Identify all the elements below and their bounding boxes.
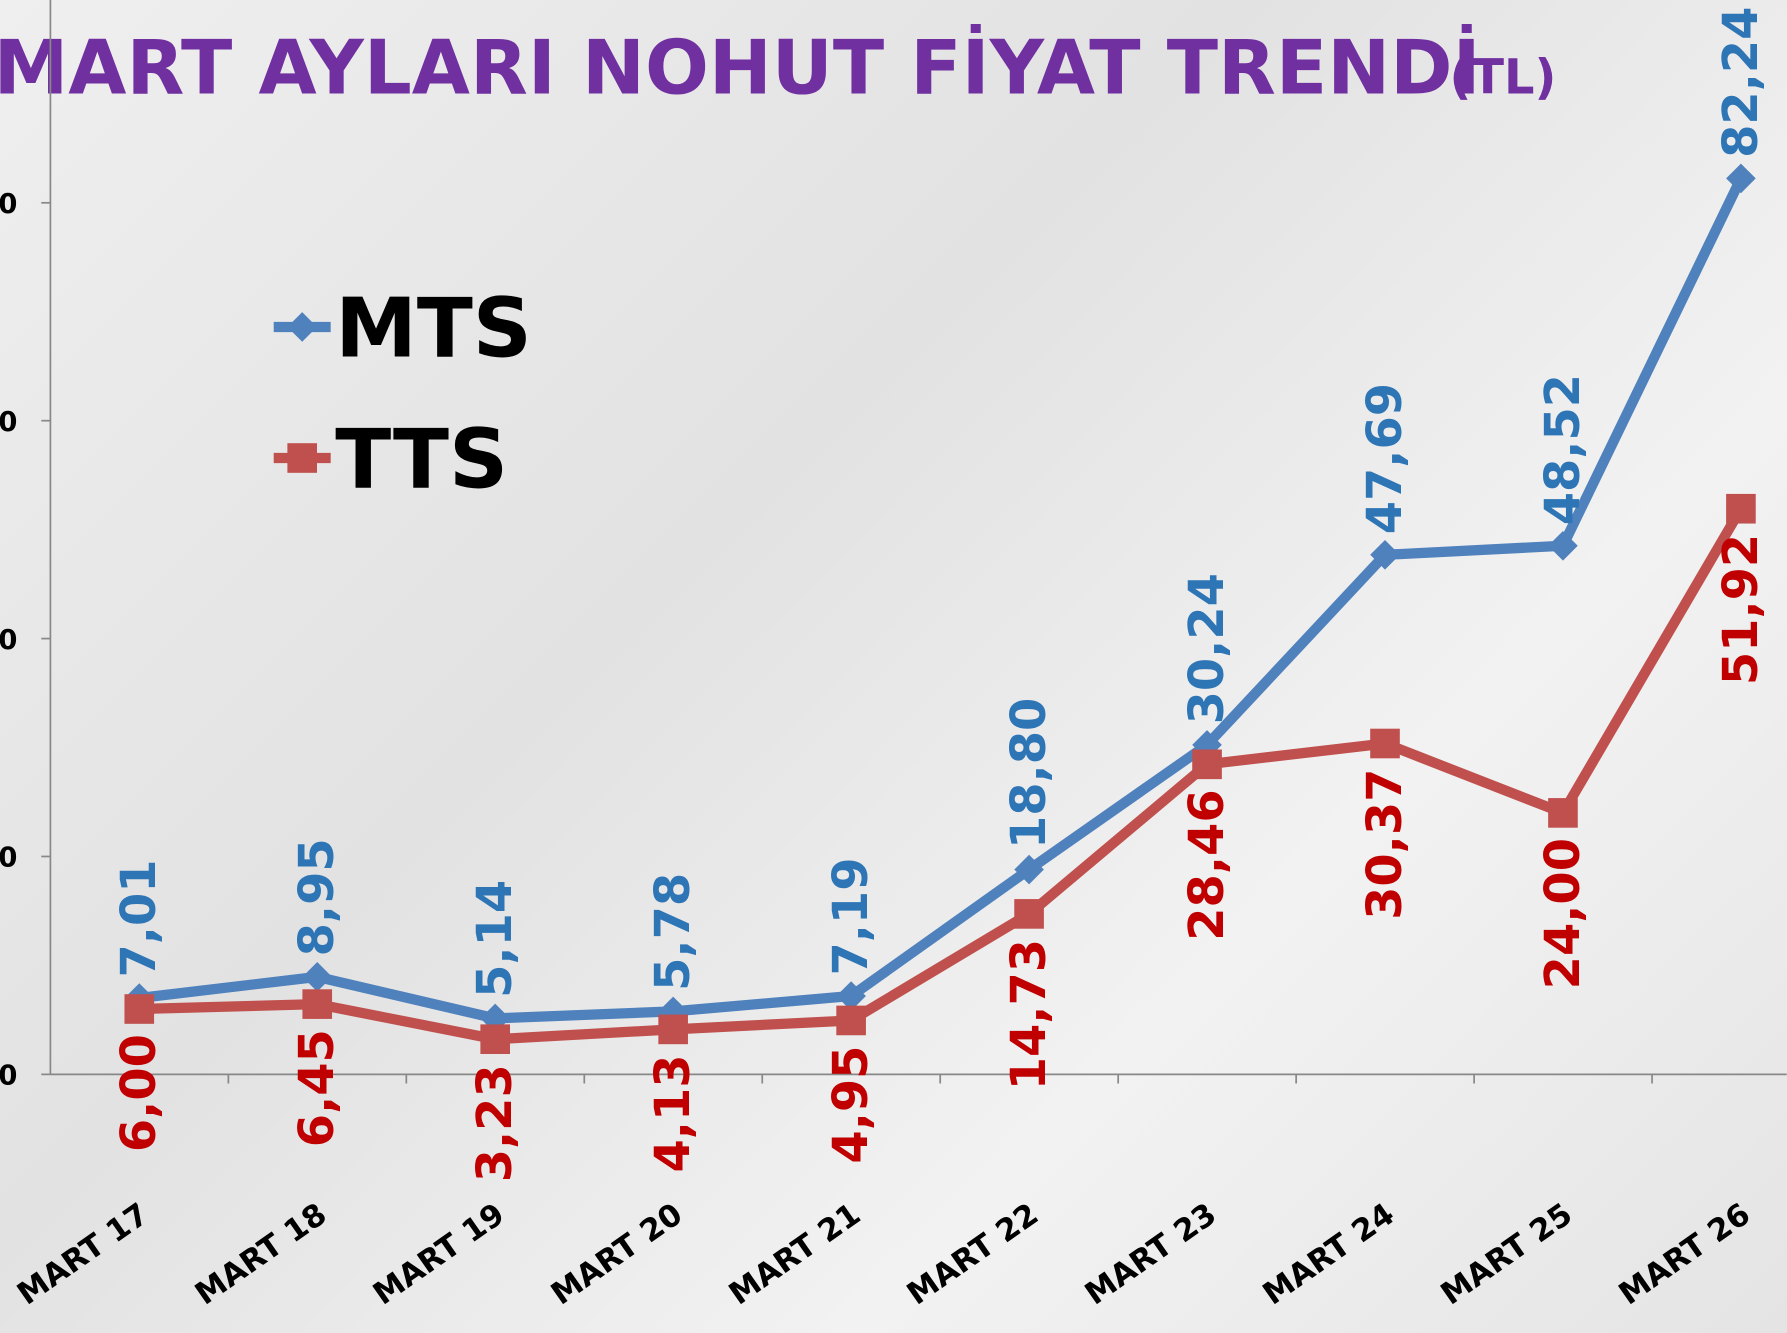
x-tick-label: MART 25	[1434, 1196, 1578, 1312]
data-label: 51,92	[1714, 534, 1769, 685]
data-label: 82,24	[1714, 7, 1769, 158]
data-label: 4,95	[824, 1046, 879, 1164]
data-label: 8,95	[290, 838, 345, 956]
y-tick-label: 40	[0, 625, 17, 656]
marker	[1370, 539, 1400, 570]
x-tick-label: MART 26	[1612, 1196, 1756, 1312]
data-label: 6,00	[112, 1034, 167, 1152]
data-label: 6,45	[290, 1029, 345, 1147]
marker	[480, 1024, 511, 1054]
series-line	[138, 176, 1746, 1024]
data-label: 7,01	[112, 859, 167, 977]
legend-label: TTS	[335, 413, 508, 508]
x-tick-label: MART 19	[367, 1196, 511, 1312]
marker	[1014, 899, 1044, 929]
legend-label: MTS	[335, 282, 532, 377]
marker	[1548, 798, 1578, 828]
marker	[124, 994, 155, 1024]
marker	[1726, 493, 1756, 524]
data-label: 4,13	[646, 1054, 701, 1172]
marker	[302, 989, 333, 1019]
data-label: 48,52	[1536, 374, 1591, 525]
x-tick-label: MART 23	[1079, 1196, 1223, 1312]
y-tick-label: 80	[0, 189, 17, 220]
data-label: 14,73	[1002, 939, 1057, 1090]
data-label: 18,80	[1002, 698, 1057, 849]
data-label: 30,24	[1180, 573, 1235, 724]
marker	[1192, 749, 1222, 780]
marker	[1548, 530, 1578, 561]
y-tick-label: 60	[0, 407, 17, 438]
series-line	[139, 506, 1746, 1045]
x-tick-label: MART 21	[723, 1196, 867, 1312]
data-label: 24,00	[1536, 838, 1591, 989]
chart-unit: (TL)	[1449, 50, 1556, 105]
y-tick-label: 0	[0, 1061, 17, 1092]
legend-marker	[287, 312, 318, 342]
marker	[836, 981, 866, 1011]
data-label: 7,19	[824, 857, 879, 975]
x-tick-label: MART 20	[545, 1196, 689, 1312]
legend-marker	[287, 443, 318, 473]
data-label: 5,78	[646, 873, 701, 991]
marker	[1370, 728, 1400, 759]
x-tick-label: MART 18	[189, 1196, 333, 1312]
data-label: 47,69	[1358, 383, 1413, 534]
data-label: 28,46	[1180, 789, 1235, 940]
y-tick-label: 20	[0, 843, 17, 874]
x-tick-label: MART 22	[901, 1196, 1045, 1312]
chart-title: MART AYLARI NOHUT FİYAT TRENDİ	[0, 23, 1481, 111]
data-label: 30,37	[1358, 769, 1413, 920]
x-tick-label: MART 17	[11, 1196, 155, 1312]
marker	[302, 962, 333, 992]
data-label: 3,23	[468, 1064, 523, 1182]
marker	[658, 1014, 688, 1045]
data-label: 5,14	[468, 880, 523, 998]
marker	[836, 1005, 866, 1036]
x-tick-label: MART 24	[1257, 1196, 1401, 1312]
